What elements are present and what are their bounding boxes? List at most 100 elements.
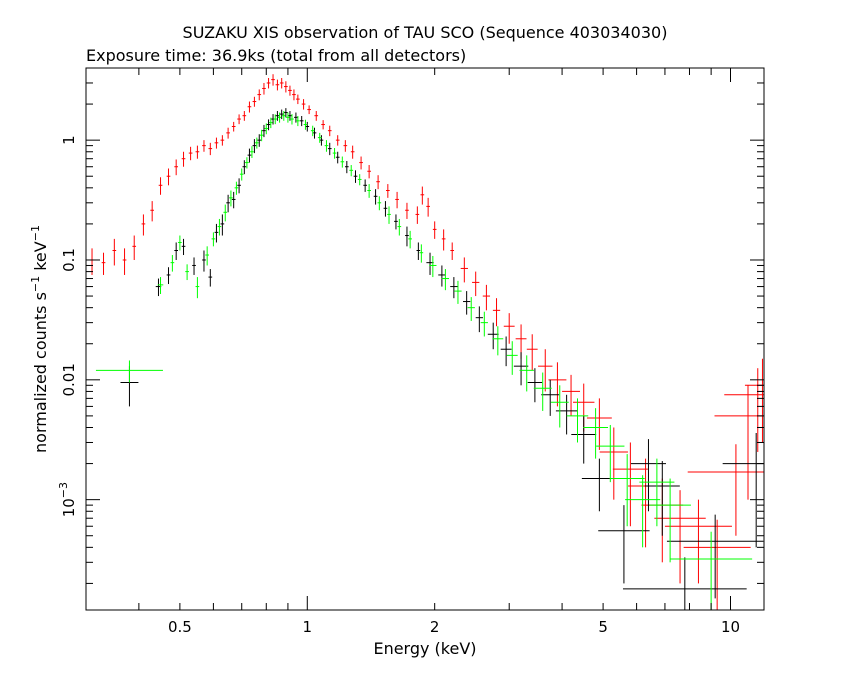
y-tick-label: 0.01	[60, 363, 78, 396]
data-point	[383, 201, 388, 217]
data-point	[416, 242, 421, 260]
data-point	[526, 334, 538, 371]
data-point	[367, 184, 371, 198]
data-point	[596, 424, 625, 483]
data-point	[181, 151, 186, 167]
data-point	[305, 121, 310, 132]
data-point	[598, 505, 650, 584]
data-point	[314, 111, 319, 121]
data-point	[294, 112, 298, 123]
data-point	[237, 114, 241, 125]
data-point	[178, 235, 182, 251]
data-point	[527, 368, 543, 403]
data-point	[284, 81, 288, 93]
data-point	[266, 78, 271, 89]
y-axis-label: normalized counts s−1 keV−1	[29, 225, 50, 453]
data-point	[158, 177, 163, 195]
data-point	[419, 244, 424, 263]
data-point	[332, 147, 337, 159]
data-point	[373, 189, 378, 205]
data-point	[503, 313, 515, 344]
data-point	[284, 108, 288, 118]
x-tick-label: 5	[598, 618, 608, 636]
data-point	[245, 157, 249, 169]
data-point	[666, 514, 764, 599]
data-point	[286, 112, 290, 123]
data-point	[226, 194, 230, 213]
data-point	[724, 368, 764, 452]
data-point	[217, 218, 222, 236]
data-point	[132, 235, 137, 260]
data-point	[188, 146, 193, 161]
data-point	[405, 202, 409, 219]
x-tick-labels: 0.5 1 2 5 10	[168, 618, 740, 636]
data-point	[112, 238, 117, 266]
power-exponent: −3	[57, 482, 70, 498]
data-point	[195, 277, 200, 299]
data-point	[639, 458, 675, 527]
data-point	[376, 175, 380, 190]
y-axis-label-sup1: −1	[29, 276, 42, 292]
data-point	[350, 145, 355, 159]
data-point	[252, 96, 257, 107]
data-point	[174, 242, 179, 260]
data-point	[214, 137, 219, 149]
data-point	[583, 408, 609, 459]
data-point	[271, 74, 275, 86]
data-point	[195, 145, 200, 159]
data-point	[262, 82, 266, 95]
power-base: 10	[60, 498, 78, 517]
data-point	[571, 415, 597, 464]
data-point	[247, 148, 252, 163]
data-point	[533, 372, 552, 411]
x-tick-label: 2	[430, 618, 440, 636]
data-point	[377, 196, 382, 211]
data-point	[513, 352, 529, 386]
data-point	[303, 119, 308, 130]
data-point	[275, 111, 280, 121]
series-0	[90, 74, 764, 610]
data-point	[649, 478, 691, 563]
data-point	[234, 181, 239, 195]
x-axis-label: Energy (keV)	[373, 639, 476, 658]
data-point	[226, 127, 230, 139]
data-point	[214, 223, 219, 243]
data-point	[394, 214, 398, 230]
data-point	[208, 142, 213, 156]
data-point	[181, 238, 186, 256]
data-point	[141, 214, 146, 236]
data-point	[550, 385, 569, 428]
data-point	[492, 326, 504, 356]
data-point	[555, 394, 578, 435]
data-point	[166, 168, 171, 186]
data-point	[231, 191, 236, 209]
data-point	[335, 135, 340, 146]
x-tick-label: 10	[721, 618, 740, 636]
data-point	[492, 298, 501, 327]
data-point	[482, 284, 491, 311]
data-point	[279, 78, 284, 89]
data-point	[273, 114, 278, 125]
data-point	[612, 442, 648, 527]
data-point	[357, 174, 362, 186]
data-point	[310, 125, 315, 137]
data-point	[519, 355, 534, 392]
plot-frame	[85, 67, 765, 611]
data-point	[441, 269, 450, 291]
data-point	[460, 257, 468, 283]
data-point	[220, 214, 225, 236]
data-point	[229, 190, 233, 207]
tick-marks	[85, 67, 764, 610]
data-point	[344, 160, 349, 174]
data-point	[654, 490, 706, 584]
data-point	[599, 427, 628, 500]
data-point	[467, 297, 475, 321]
data-point	[335, 151, 340, 164]
data-point	[450, 277, 458, 299]
data-point	[312, 127, 317, 139]
data-point	[321, 120, 325, 130]
data-point	[340, 156, 345, 168]
y-tick-label: 1	[60, 135, 78, 145]
data-point	[506, 341, 518, 375]
